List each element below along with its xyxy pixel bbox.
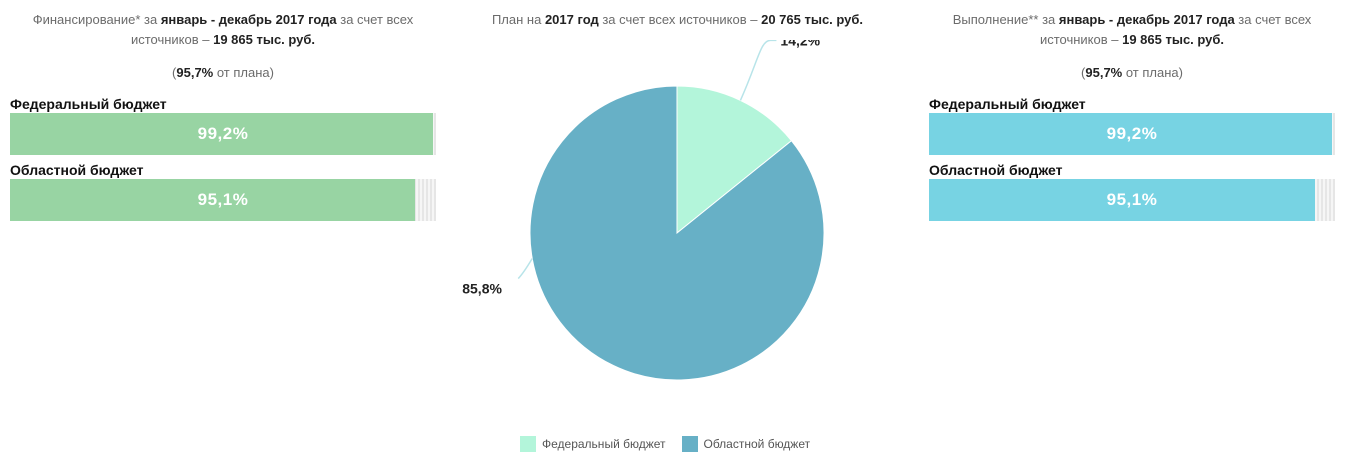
title-amount: 19 865 тыс. руб. <box>1122 32 1225 47</box>
pie-slice-federal[interactable] <box>676 85 793 235</box>
plan-title: План на 2017 год за счет всех источников… <box>440 10 915 30</box>
bar-track-regional[interactable]: 95,1% <box>10 179 436 221</box>
pie-label-regional: 85,8% <box>462 281 502 297</box>
bar-value-federal: 99,2% <box>197 124 249 143</box>
bar-value-federal: 99,2% <box>1106 124 1158 143</box>
title-amount: 20 765 тыс. руб. <box>761 12 864 27</box>
title-period: январь - декабрь 2017 года <box>1058 12 1235 27</box>
bar-label-federal: Федеральный бюджет <box>929 96 1086 112</box>
pie-slice-regional[interactable] <box>529 85 825 381</box>
title-text: за счет всех источников – <box>1039 12 1312 47</box>
title-text: План на <box>491 12 545 27</box>
financing-title: Финансирование* за январь - декабрь 2017… <box>10 0 436 50</box>
bar-fill-regional <box>10 179 416 221</box>
bar-value-regional: 95,1% <box>197 190 249 209</box>
legend-swatch-federal <box>520 436 536 452</box>
paren: ( <box>1081 65 1086 80</box>
bar-label-regional: Областной бюджет <box>929 162 1063 178</box>
plan-percent: 95,7% <box>1085 65 1123 80</box>
bar-track-federal[interactable]: 99,2% <box>10 113 436 155</box>
title-year: 2017 год <box>544 12 599 27</box>
bar-fill-federal <box>10 113 433 155</box>
financing-subtitle: (95,7% от плана) <box>10 63 436 83</box>
paren: ( <box>172 65 177 80</box>
pie-legend: Федеральный бюджет Областной бюджет <box>520 436 810 452</box>
leader-line-federal <box>739 40 777 101</box>
legend-swatch-regional <box>681 436 698 452</box>
legend-label-regional: Областной бюджет <box>703 437 811 451</box>
title-amount: 19 865 тыс. руб. <box>213 32 316 47</box>
plan-pie-chart: 14,2% 85,8% <box>462 40 825 381</box>
execution-subtitle: (95,7% от плана) <box>929 63 1335 83</box>
execution-title: Выполнение** за январь - декабрь 2017 го… <box>929 0 1335 50</box>
leader-line-regional <box>517 258 533 280</box>
title-text: за счет всех источников – <box>130 12 414 47</box>
bar-track-regional[interactable]: 95,1% <box>929 179 1335 221</box>
legend-item-federal[interactable]: Федеральный бюджет <box>520 436 666 452</box>
bar-label-federal: Федеральный бюджет <box>10 96 167 112</box>
title-text: Финансирование* за <box>32 12 161 27</box>
bar-value-regional: 95,1% <box>1106 190 1158 209</box>
plan-text: от плана) <box>1122 65 1183 80</box>
plan-percent: 95,7% <box>176 65 214 80</box>
title-text: Выполнение** за <box>952 12 1059 27</box>
title-text: за счет всех источников – <box>598 12 762 27</box>
bar-label-regional: Областной бюджет <box>10 162 144 178</box>
title-period: январь - декабрь 2017 года <box>160 12 337 27</box>
bar-fill-federal <box>929 113 1332 155</box>
bar-fill-regional <box>929 179 1316 221</box>
financing-panel: Финансирование* за январь - декабрь 2017… <box>10 0 436 227</box>
pie-label-federal: 14,2% <box>780 40 820 48</box>
legend-item-regional[interactable]: Областной бюджет <box>681 436 811 452</box>
plan-text: от плана) <box>213 65 274 80</box>
execution-panel: Выполнение** за январь - декабрь 2017 го… <box>929 0 1335 227</box>
legend-label-federal: Федеральный бюджет <box>542 437 666 451</box>
bar-track-federal[interactable]: 99,2% <box>929 113 1335 155</box>
